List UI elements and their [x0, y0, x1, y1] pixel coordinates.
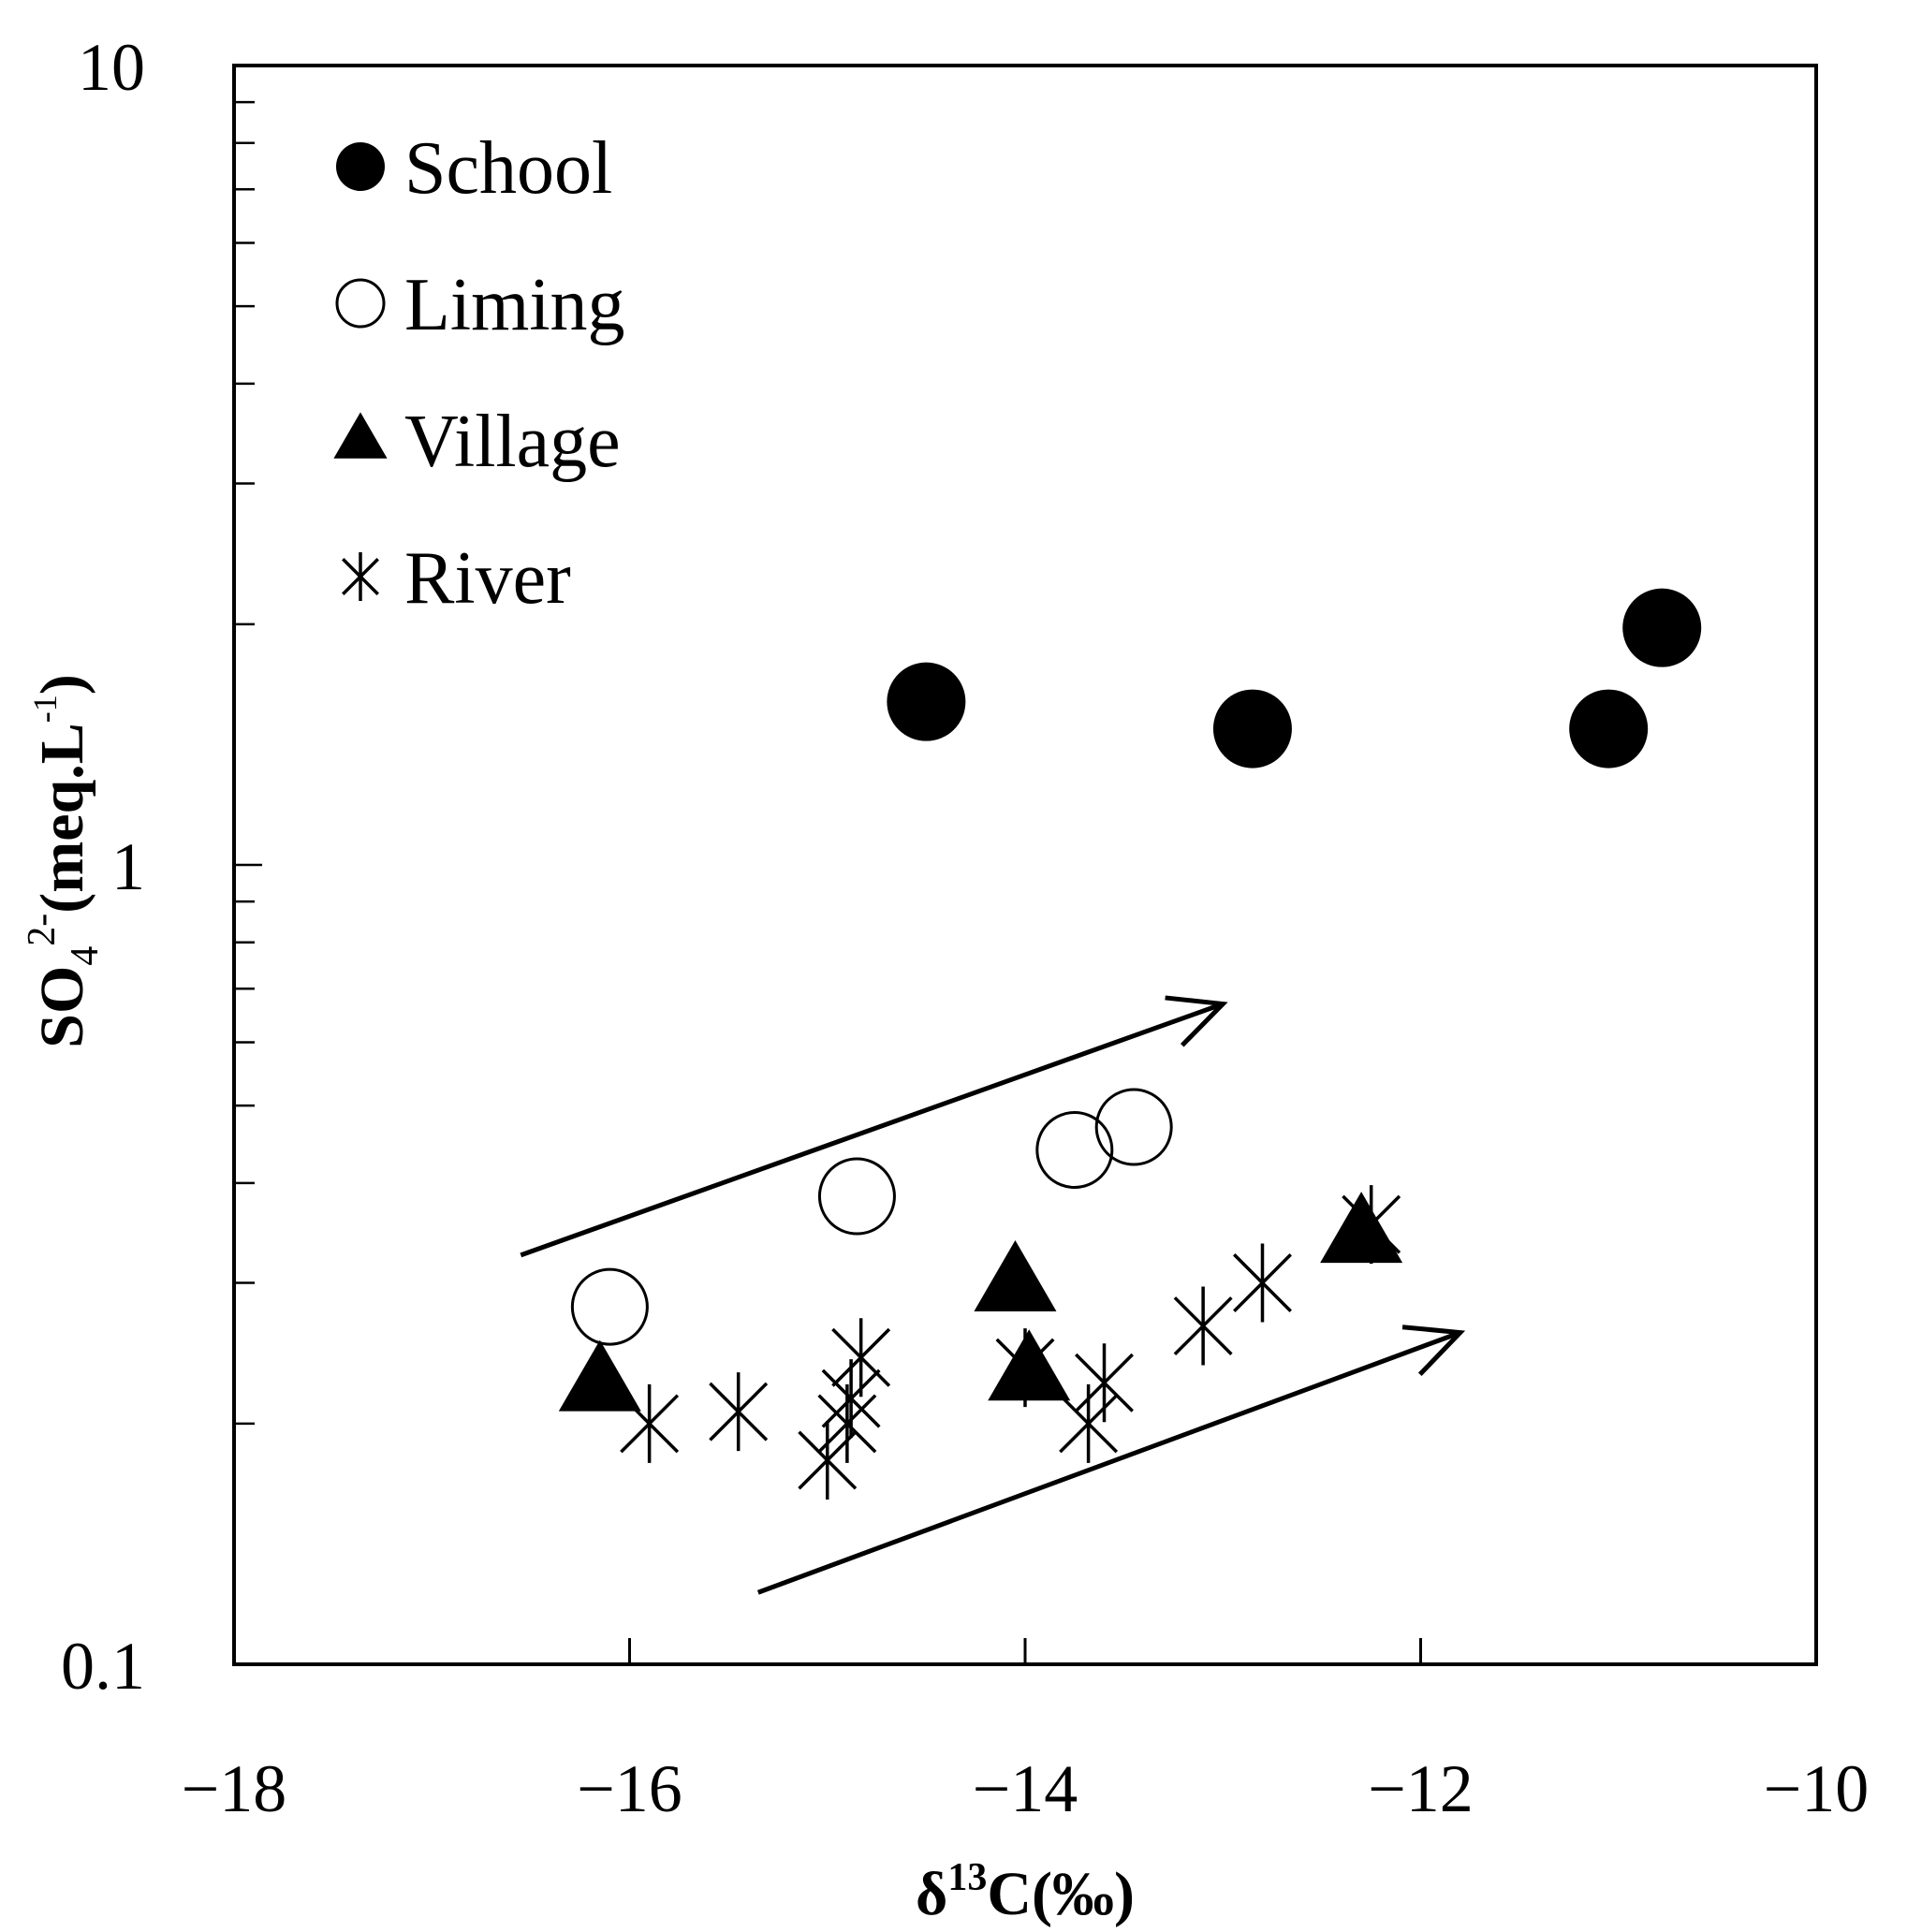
marker-shape	[1035, 1110, 1114, 1189]
y-tick-label: 0.1	[61, 1629, 145, 1704]
marker-shape	[817, 1157, 896, 1236]
data-point-river	[1059, 1383, 1119, 1463]
x-axis-title-rest: C(‰)	[987, 1860, 1135, 1928]
legend-label: Liming	[404, 264, 625, 346]
data-point-river	[995, 1328, 1055, 1408]
x-tick-label: −10	[1764, 1751, 1870, 1826]
data-point-river	[831, 1318, 891, 1398]
series-river	[620, 1185, 1401, 1500]
marker-shape	[1569, 689, 1649, 768]
x-tick-label: −14	[973, 1751, 1078, 1826]
series-school	[887, 588, 1702, 768]
y-axis-title-main: SO	[28, 966, 96, 1048]
data-point-liming	[570, 1267, 649, 1346]
y-axis-title-rest: (meq.L	[28, 723, 96, 913]
plot-frame	[232, 64, 1818, 1666]
legend-marker	[342, 552, 379, 601]
marker-shape	[1622, 588, 1702, 667]
legend-label: River	[404, 537, 571, 620]
marker-shape	[333, 412, 388, 459]
data-point-river	[1173, 1286, 1233, 1366]
y-axis-title-superscript: 2-	[21, 914, 64, 946]
y-tick-label: 1	[111, 829, 145, 904]
data-point-liming	[817, 1157, 896, 1236]
legend-item-river: River	[342, 537, 571, 620]
arrow-head	[1401, 1325, 1466, 1377]
legend-marker	[335, 278, 386, 329]
tick-layer	[234, 100, 1422, 1664]
y-axis-title: SO42-(meq.L-1)	[21, 674, 107, 1048]
x-axis-title-superscript: 13	[947, 1856, 987, 1899]
data-point-village	[1320, 1192, 1403, 1264]
y-tick-label: 10	[78, 30, 145, 105]
series-liming	[570, 1088, 1173, 1346]
legend-item-school: School	[336, 127, 612, 210]
data-point-river	[1075, 1343, 1134, 1423]
marker-shape	[974, 1239, 1057, 1311]
legend-marker	[336, 142, 385, 191]
data-point-river	[620, 1383, 680, 1463]
marker-shape	[1094, 1088, 1173, 1166]
y-axis-title-close: )	[28, 674, 96, 695]
marker-shape	[1320, 1192, 1403, 1264]
legend-item-liming: Liming	[335, 264, 625, 346]
trend-arrow	[756, 1325, 1466, 1595]
y-axis-title-subscript: 4	[64, 946, 107, 966]
data-point-school	[1569, 689, 1649, 768]
data-point-river	[709, 1372, 769, 1452]
tick-labels: −18 −16 −14 −12 −10 0.1 1 10	[61, 30, 1869, 1826]
trend-arrow	[520, 995, 1228, 1258]
data-point-school	[1622, 588, 1702, 667]
data-point-school	[1212, 689, 1292, 768]
data-point-village	[558, 1339, 641, 1412]
data-point-river	[817, 1383, 877, 1463]
marker-shape	[887, 662, 966, 741]
data-point-village	[974, 1239, 1057, 1311]
marker-shape	[570, 1267, 649, 1346]
x-axis-title: δ13C(‰)	[916, 1856, 1135, 1928]
series-village	[558, 1192, 1403, 1412]
data-point-liming	[1035, 1110, 1114, 1189]
arrow-shaft	[756, 1330, 1461, 1595]
x-tick-label: −12	[1368, 1751, 1474, 1826]
legend: School Liming Village River	[333, 127, 625, 620]
arrow-shaft	[520, 1002, 1225, 1258]
x-axis-title-main: δ	[916, 1860, 947, 1928]
legend-marker	[333, 412, 388, 459]
marker-shape	[336, 142, 385, 191]
y-axis-title-superscript-2: -1	[26, 695, 64, 723]
legend-item-village: Village	[333, 401, 621, 483]
arrow-head	[1165, 995, 1228, 1047]
marker-shape	[335, 278, 386, 329]
data-point-liming	[1094, 1088, 1173, 1166]
x-tick-label: −18	[182, 1751, 287, 1826]
data-point-school	[887, 662, 966, 741]
trend-arrows	[520, 995, 1466, 1595]
data-point-river	[1342, 1185, 1401, 1265]
data-points	[558, 588, 1702, 1500]
marker-shape	[1212, 689, 1292, 768]
legend-label: School	[404, 127, 612, 210]
data-point-river	[1233, 1243, 1292, 1323]
marker-shape	[558, 1339, 641, 1412]
legend-label: Village	[404, 401, 621, 483]
data-point-river	[821, 1359, 881, 1439]
x-tick-label: −16	[577, 1751, 682, 1826]
